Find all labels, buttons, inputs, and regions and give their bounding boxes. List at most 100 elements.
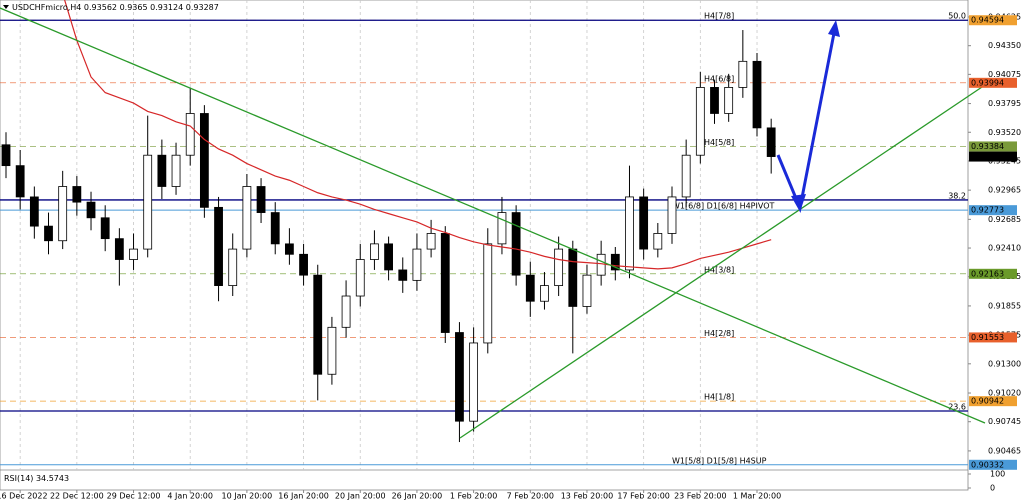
y-tick-label: 0.94075 xyxy=(988,70,1021,79)
candle-body xyxy=(171,154,181,187)
candle-body xyxy=(327,326,337,375)
candle-body xyxy=(681,154,691,198)
drawings xyxy=(0,7,986,439)
candle-body xyxy=(1,144,11,167)
x-tick-label: 13 Feb 20:00 xyxy=(561,492,613,501)
x-tick-label: 26 Jan 20:00 xyxy=(392,492,443,501)
price-axis: 0.946250.943500.940750.937950.935200.932… xyxy=(968,13,1021,493)
candle-body xyxy=(214,206,223,286)
candle-body xyxy=(270,212,280,245)
price-box-label: 0.92773 xyxy=(971,206,1004,215)
candle-body xyxy=(242,186,252,250)
candle-body xyxy=(114,238,124,260)
candle-body xyxy=(568,248,578,307)
candle-body xyxy=(72,186,82,203)
y-tick-label: 0.90465 xyxy=(988,446,1021,455)
candle-body xyxy=(639,196,649,250)
candle-body xyxy=(412,248,422,281)
candle-body xyxy=(455,332,464,422)
candle-body xyxy=(29,196,39,227)
candle-body xyxy=(724,87,734,114)
trend-line xyxy=(0,7,986,424)
chart-header: USDCHFmicro,H4 0.93562 0.9365 0.93124 0.… xyxy=(12,3,219,12)
candle-body xyxy=(284,243,294,255)
y-tick-label: 0.94350 xyxy=(988,41,1021,50)
candle-body xyxy=(511,212,521,276)
level-label: H4[6/8] xyxy=(704,74,734,83)
x-tick-label: 16 Dec 2022 xyxy=(0,492,48,501)
price-box xyxy=(969,151,1017,162)
price-box-label: 0.92163 xyxy=(971,269,1004,278)
y-tick-label: 0.91855 xyxy=(988,301,1021,310)
candle-body xyxy=(143,154,153,250)
price-box xyxy=(969,396,1017,407)
price-box xyxy=(969,268,1017,279)
y-tick-label: 0.92685 xyxy=(988,215,1021,224)
candle-body xyxy=(625,196,634,271)
price-box xyxy=(969,332,1017,343)
candle-body xyxy=(426,233,436,250)
x-tick-label: 29 Dec 12:00 xyxy=(107,492,161,501)
x-tick-label: 23 Feb 20:00 xyxy=(674,492,726,501)
candle-body xyxy=(341,295,351,328)
moving-average xyxy=(64,0,772,270)
price-box xyxy=(969,77,1017,88)
low: 0.93124 xyxy=(150,3,183,12)
candle-body xyxy=(15,165,25,198)
high: 0.9365 xyxy=(120,3,148,12)
price-box-label: 0.90942 xyxy=(971,397,1004,406)
candle-body xyxy=(157,154,167,187)
level-label: H4[1/8] xyxy=(704,393,734,402)
rsi-tick-label: 100 xyxy=(990,470,1005,479)
x-tick-label: 7 Feb 20:00 xyxy=(507,492,554,501)
candle-body xyxy=(228,248,238,286)
candle-body xyxy=(610,253,620,271)
candle-body xyxy=(540,285,549,302)
candle-body xyxy=(299,253,308,276)
y-tick-label: 0.93795 xyxy=(988,99,1021,108)
level-label: H4[7/8] xyxy=(704,12,734,21)
candle-body xyxy=(596,253,606,276)
candle-body xyxy=(440,233,450,333)
x-tick-label: 4 Jan 20:00 xyxy=(167,492,213,501)
x-tick-label: 1 Mar 20:00 xyxy=(733,492,781,501)
fib-label: 38.2 xyxy=(948,191,966,200)
open: 0.93562 xyxy=(84,3,117,12)
fib-label: 23.6 xyxy=(948,402,966,411)
level-label: W1[5/8] D1[5/8] H4SUP xyxy=(672,456,767,465)
level-label: H4[3/8] xyxy=(704,265,734,274)
candle-body xyxy=(100,217,110,240)
y-tick-label: 0.93520 xyxy=(988,128,1021,137)
price-box-label: 0.93287 xyxy=(971,152,1004,161)
candle-body xyxy=(525,274,535,302)
candle-body xyxy=(256,186,266,213)
rsi-name: RSI(14) xyxy=(4,474,33,483)
candle-body xyxy=(370,243,379,260)
candle-body xyxy=(398,269,408,281)
y-tick-label: 0.91300 xyxy=(988,359,1021,368)
menu-icon[interactable] xyxy=(3,5,9,9)
rsi-label: RSI(14) 34.5743 xyxy=(4,474,69,483)
candle-body xyxy=(129,248,138,260)
x-tick-label: 16 Jan 20:00 xyxy=(278,492,329,501)
fib-label: 50.0 xyxy=(948,12,966,21)
price-box xyxy=(969,15,1017,26)
candle-body xyxy=(384,243,393,271)
candle-body xyxy=(44,225,53,242)
rsi-tick-label: 0 xyxy=(990,484,995,493)
x-tick-label: 17 Feb 20:00 xyxy=(617,492,669,501)
x-tick-label: 22 Dec 12:00 xyxy=(50,492,104,501)
time-axis: 16 Dec 2022 22 Dec 12:00 29 Dec 12:00 4 Jan… xyxy=(0,490,781,501)
candle-body xyxy=(653,233,663,250)
level-label: W1[6/8] D1[6/8] H4PIVOT xyxy=(672,202,774,211)
price-box xyxy=(969,459,1017,470)
candle-body xyxy=(752,60,762,129)
y-tick-label: 0.91020 xyxy=(988,389,1021,398)
price-box-label: 0.90332 xyxy=(971,460,1004,469)
y-tick-label: 0.92410 xyxy=(988,244,1021,253)
candle-body xyxy=(667,196,677,234)
candle-body xyxy=(469,342,479,422)
symbol: USDCHFmicro,H4 xyxy=(12,3,81,12)
candle-body xyxy=(483,243,493,344)
